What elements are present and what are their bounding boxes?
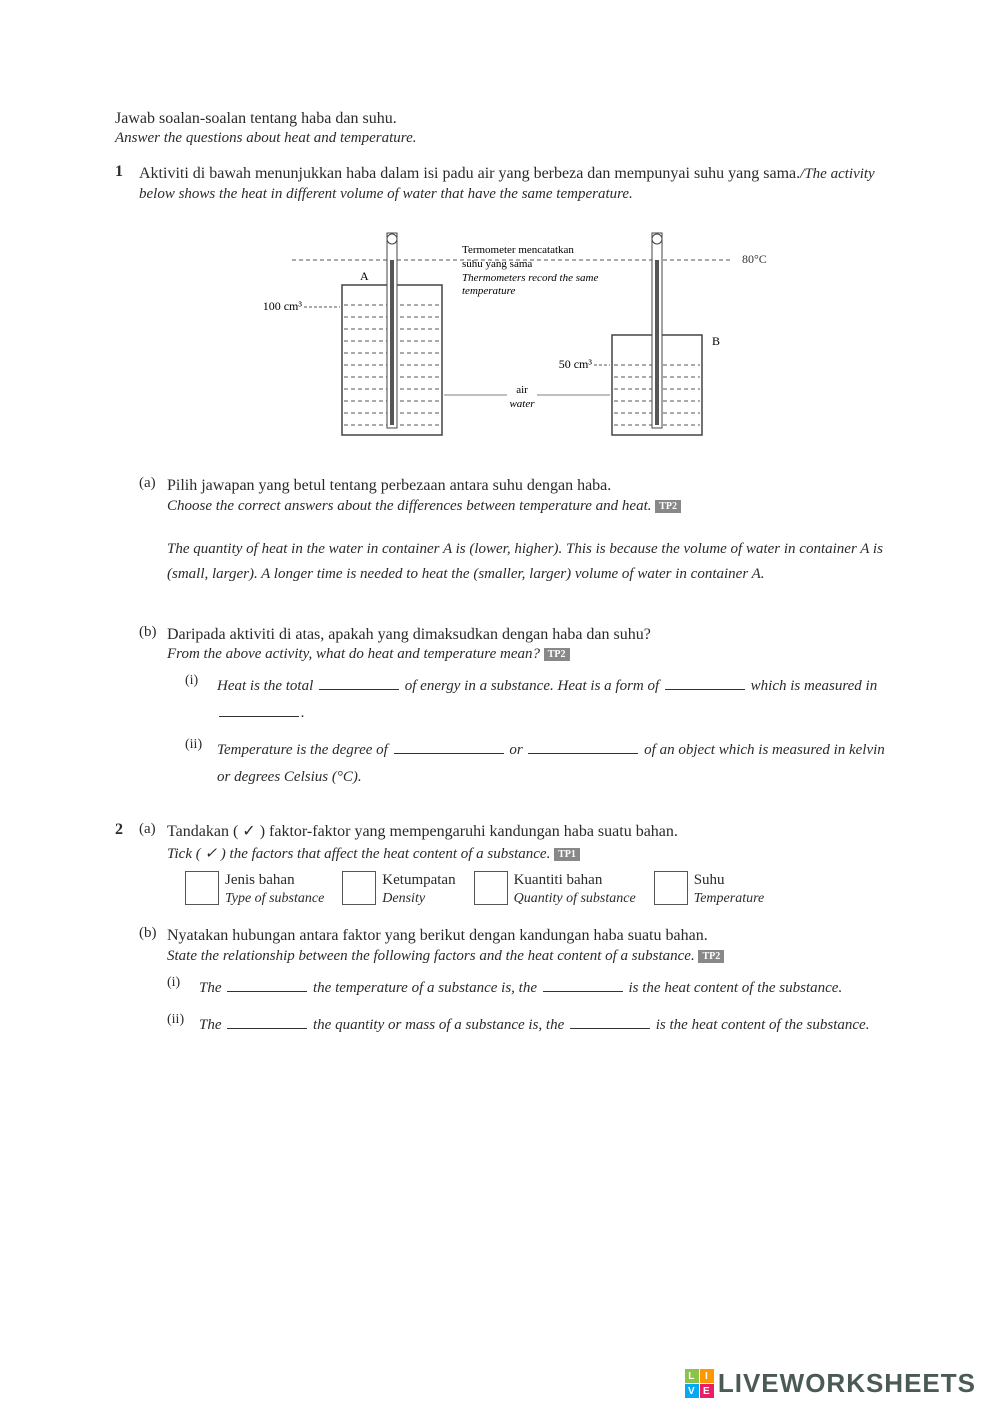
q1-text-main: Aktiviti di bawah menunjukkan haba dalam… (139, 165, 800, 182)
badge-tp1: TP1 (554, 848, 580, 861)
footer-text: LIVEWORKSHEETS (718, 1368, 976, 1399)
water-label-sub: water (509, 398, 535, 410)
q2-body: (a) Tandakan ( ✓ ) faktor-faktor yang me… (139, 821, 885, 1039)
q2b-i: (i) The the temperature of a substance i… (167, 975, 885, 1002)
q2a: (a) Tandakan ( ✓ ) faktor-faktor yang me… (139, 821, 885, 907)
label-a: A (360, 269, 369, 283)
q1b-label: (b) (139, 624, 167, 791)
q1b-sub: From the above activity, what do heat an… (167, 646, 885, 663)
q2b-ii: (ii) The the quantity or mass of a subst… (167, 1012, 885, 1039)
checkbox[interactable] (342, 871, 376, 905)
vol-a-label: 100 cm³ (263, 299, 303, 313)
blank-input[interactable] (543, 977, 623, 992)
factor-option: Jenis bahanType of substance (185, 871, 324, 908)
q2b-main: Nyatakan hubungan antara faktor yang ber… (167, 925, 885, 947)
badge-tp2: TP2 (544, 648, 570, 661)
vol-b-label: 50 cm³ (559, 357, 593, 371)
q1a-paragraph[interactable]: The quantity of heat in the water in con… (167, 537, 885, 588)
badge-tp2: TP2 (698, 950, 724, 963)
water-label-main: air (516, 384, 528, 396)
logo-cell: V (685, 1384, 699, 1398)
blank-input[interactable] (319, 676, 399, 691)
blank-input[interactable] (528, 740, 638, 755)
q1-number: 1 (115, 163, 139, 791)
footer-logo: L I V E LIVEWORKSHEETS (685, 1368, 976, 1399)
factor-options: Jenis bahanType of substance KetumpatanD… (185, 871, 885, 908)
badge-tp2: TP2 (655, 500, 681, 513)
label-b: B (712, 334, 720, 348)
therm-label-sub: Thermometers record the same (462, 272, 598, 284)
checkbox[interactable] (185, 871, 219, 905)
logo-icon: L I V E (685, 1369, 714, 1398)
q1-body: Aktiviti di bawah menunjukkan haba dalam… (139, 163, 885, 791)
question-2: 2 (a) Tandakan ( ✓ ) faktor-faktor yang … (115, 821, 885, 1039)
q2-number: 2 (115, 821, 139, 1039)
q2a-label: (a) (139, 821, 167, 907)
q1a-main: Pilih jawapan yang betul tentang perbeza… (167, 475, 885, 497)
factor-option: KetumpatanDensity (342, 871, 455, 908)
logo-cell: E (700, 1384, 714, 1398)
q1a-sub: Choose the correct answers about the dif… (167, 498, 885, 515)
q2a-sub: Tick ( ✓ ) the factors that affect the h… (167, 844, 885, 863)
logo-cell: L (685, 1369, 699, 1383)
q1-diagram: 80°C (139, 225, 885, 455)
intro-sub: Answer the questions about heat and temp… (115, 130, 885, 147)
q1b: (b) Daripada aktiviti di atas, apakah ya… (139, 624, 885, 791)
worksheet-page: Jawab soalan-soalan tentang haba dan suh… (0, 0, 1000, 1123)
factor-option: SuhuTemperature (654, 871, 765, 908)
checkbox[interactable] (474, 871, 508, 905)
q2b-label: (b) (139, 925, 167, 1038)
blank-input[interactable] (227, 1014, 307, 1029)
blank-input[interactable] (219, 703, 299, 718)
q2a-main: Tandakan ( ✓ ) faktor-faktor yang mempen… (167, 821, 885, 843)
blank-input[interactable] (394, 740, 504, 755)
q2b-sub: State the relationship between the follo… (167, 948, 885, 965)
checkbox[interactable] (654, 871, 688, 905)
question-1: 1 Aktiviti di bawah menunjukkan haba dal… (115, 163, 885, 791)
q1b-main: Daripada aktiviti di atas, apakah yang d… (167, 624, 885, 646)
svg-text:temperature: temperature (462, 285, 515, 297)
q2b: (b) Nyatakan hubungan antara faktor yang… (139, 925, 885, 1038)
q1b-i: (i) Heat is the total of energy in a sub… (185, 673, 885, 727)
beaker-a (342, 233, 442, 435)
logo-cell: I (700, 1369, 714, 1383)
factor-option: Kuantiti bahanQuantity of substance (474, 871, 636, 908)
intro-main: Jawab soalan-soalan tentang haba dan suh… (115, 110, 885, 128)
q1b-ii: (ii) Temperature is the degree of or of … (185, 737, 885, 791)
q1a: (a) Pilih jawapan yang betul tentang per… (139, 475, 885, 587)
blank-input[interactable] (570, 1014, 650, 1029)
therm-label-main: Termometer mencatatkan (462, 244, 574, 256)
svg-text:suhu yang sama: suhu yang sama (462, 258, 532, 270)
q1a-label: (a) (139, 475, 167, 587)
blank-input[interactable] (227, 977, 307, 992)
temp-label: 80°C (742, 252, 767, 266)
blank-input[interactable] (665, 676, 745, 691)
beaker-b (612, 233, 702, 435)
